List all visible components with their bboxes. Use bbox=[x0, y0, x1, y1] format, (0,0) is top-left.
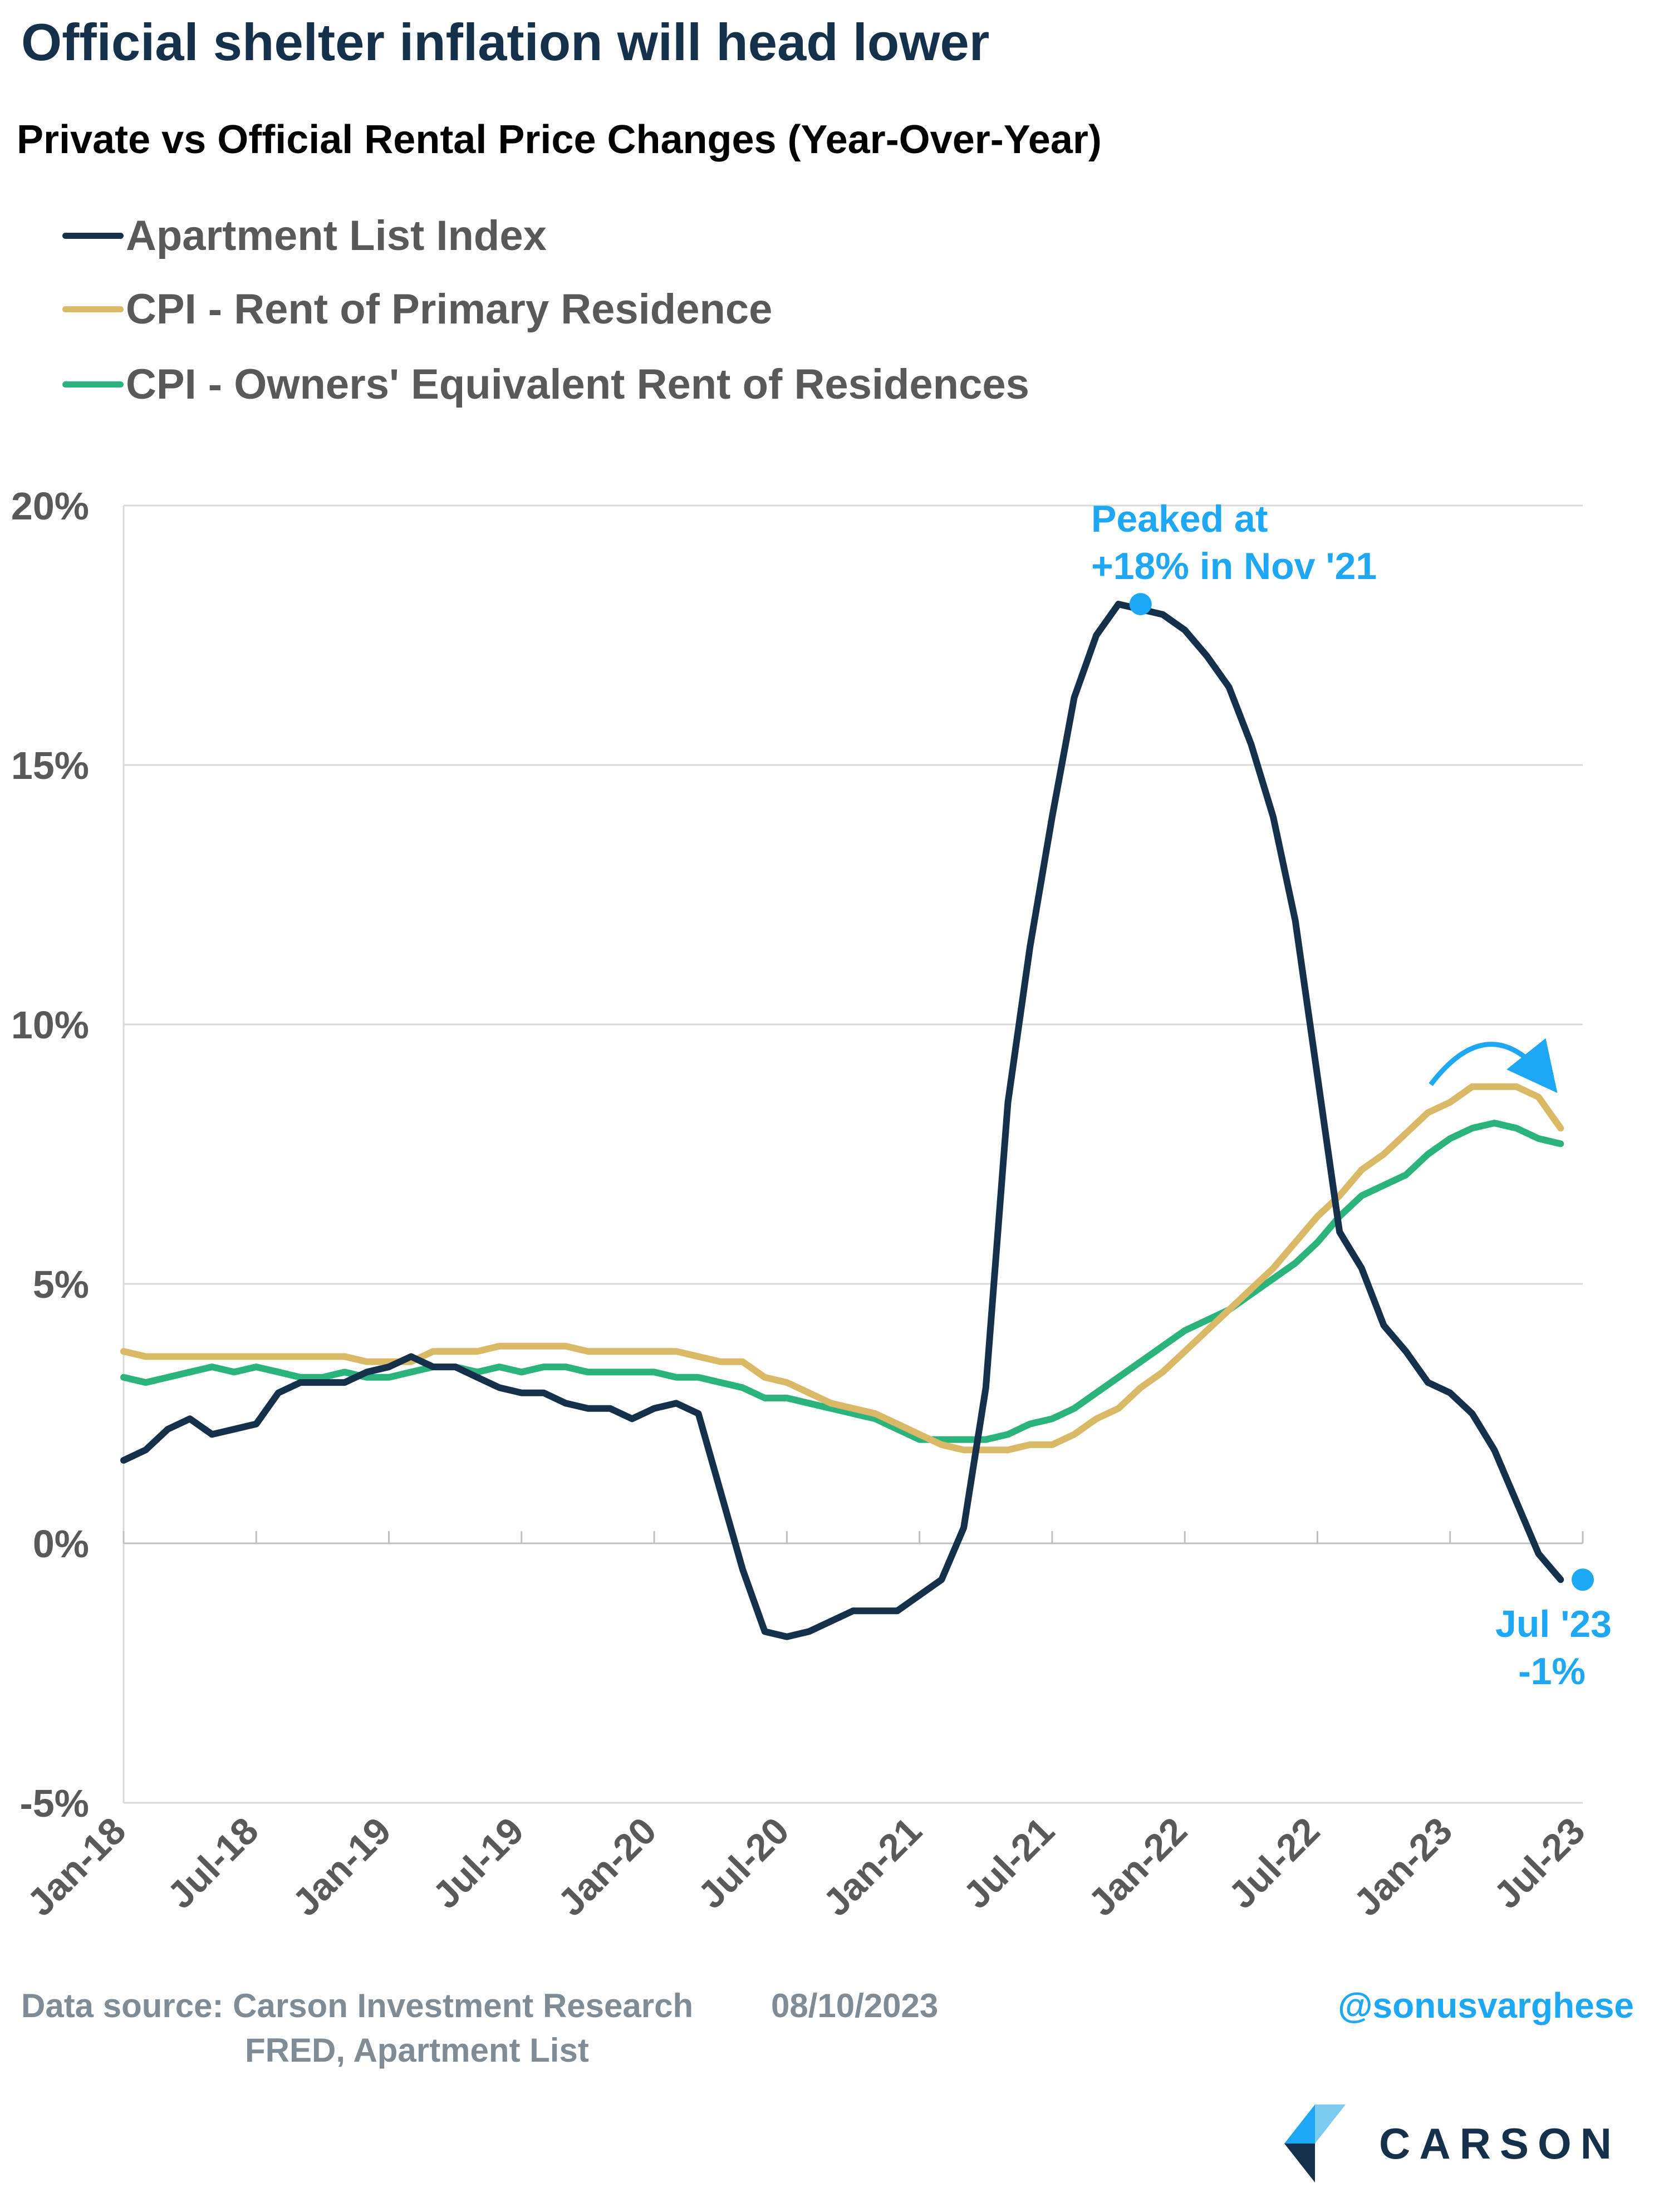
brand-name: CARSON bbox=[1378, 2118, 1621, 2168]
annotations: Peaked at +18% in Nov '21 Jul '23 -1% bbox=[1091, 498, 1612, 1693]
x-tick-label: Jul-18 bbox=[159, 1809, 267, 1917]
legend-label-cpi-rent: CPI - Rent of Primary Residence bbox=[126, 285, 773, 333]
legend-item-cpi-rent: CPI - Rent of Primary Residence bbox=[62, 284, 772, 334]
series-line-1 bbox=[120, 1083, 1564, 1454]
y-tick-label: 15% bbox=[11, 744, 89, 787]
curved-arrow-icon bbox=[1429, 1038, 1558, 1093]
y-tick-label: 5% bbox=[33, 1263, 89, 1306]
legend-label-apartment-list: Apartment List Index bbox=[126, 212, 547, 259]
y-tick-label: 0% bbox=[33, 1522, 89, 1566]
brand-logo: CARSON bbox=[1284, 2105, 1621, 2182]
y-tick-label: -5% bbox=[20, 1782, 89, 1825]
twitter-handle: @sonusvarghese bbox=[1338, 1985, 1634, 2025]
x-tick-label: Jul-22 bbox=[1220, 1809, 1328, 1917]
x-tick-label: Jan-20 bbox=[550, 1809, 665, 1924]
line-chart: 20% 15% 10% 5% 0% -5%Jan-18 Jul-18 Jan-19 Jul-19… bbox=[11, 484, 1612, 1924]
latest-annotation-line2: -1% bbox=[1518, 1650, 1586, 1693]
source-note-line2: FRED, Apartment List bbox=[245, 2032, 589, 2069]
gridlines bbox=[124, 504, 1583, 1804]
x-tick-label: Jul-23 bbox=[1486, 1809, 1593, 1917]
series-line-2 bbox=[120, 1120, 1564, 1443]
x-tick-label: Jan-18 bbox=[19, 1809, 134, 1924]
y-tick-label: 20% bbox=[11, 484, 89, 528]
peak-annotation-line2: +18% in Nov '21 bbox=[1091, 545, 1377, 587]
legend-label-cpi-oer: CPI - Owners' Equivalent Rent of Residen… bbox=[126, 360, 1029, 408]
legend-item-cpi-oer: CPI - Owners' Equivalent Rent of Residen… bbox=[62, 359, 1029, 409]
source-note: Data source: Carson Investment Research bbox=[21, 1987, 694, 2024]
x-tick-label: Jul-21 bbox=[955, 1809, 1063, 1917]
chart-subtitle: Private vs Official Rental Price Changes… bbox=[17, 117, 1102, 162]
legend-swatch-apartment-list bbox=[62, 232, 124, 239]
peak-annotation-line1: Peaked at bbox=[1091, 498, 1268, 540]
x-tick-label: Jan-21 bbox=[815, 1809, 930, 1924]
series-lines bbox=[120, 601, 1564, 1640]
legend-swatch-cpi-oer bbox=[62, 381, 124, 388]
x-tick-label: Jan-22 bbox=[1081, 1809, 1195, 1924]
peak-marker bbox=[1129, 593, 1152, 616]
page-title: Official shelter inflation will head low… bbox=[21, 13, 990, 71]
x-tick-label: Jan-19 bbox=[284, 1809, 399, 1924]
y-tick-label: 10% bbox=[11, 1003, 89, 1047]
series-line-0 bbox=[120, 601, 1564, 1640]
legend-swatch-cpi-rent bbox=[62, 306, 124, 312]
latest-marker bbox=[1572, 1568, 1594, 1591]
x-tick-label: Jan-23 bbox=[1346, 1809, 1460, 1924]
legend-item-apartment-list: Apartment List Index bbox=[62, 210, 547, 261]
x-tick-label: Jul-19 bbox=[425, 1809, 532, 1917]
latest-annotation-line1: Jul '23 bbox=[1495, 1603, 1612, 1645]
source-date: 08/10/2023 bbox=[771, 1987, 939, 2024]
carson-logo-icon bbox=[1284, 2105, 1346, 2182]
x-tick-label: Jul-20 bbox=[690, 1809, 797, 1917]
